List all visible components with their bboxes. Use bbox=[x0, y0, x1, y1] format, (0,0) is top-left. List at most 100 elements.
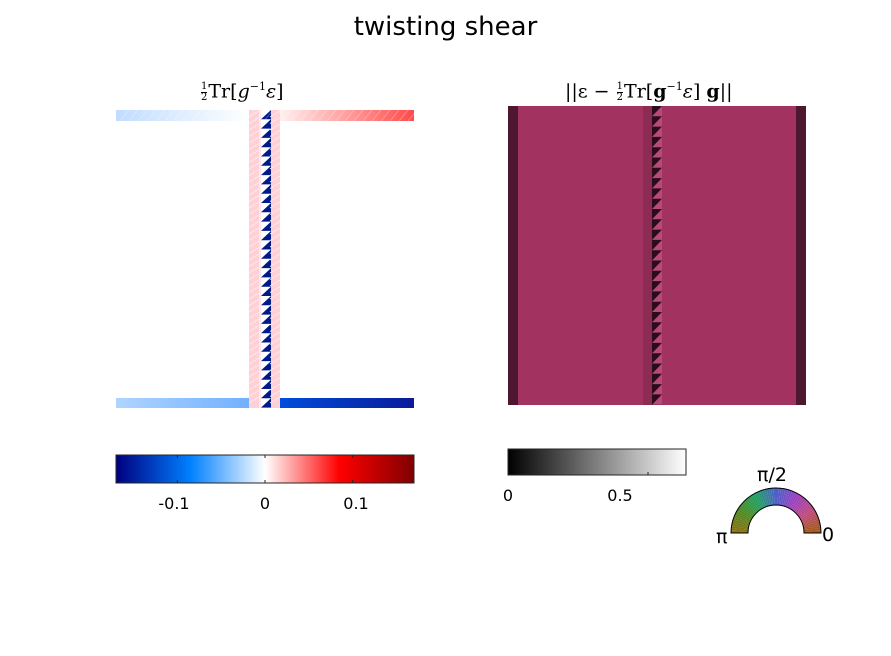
wheel-label-pi: π bbox=[716, 526, 728, 548]
triangle-mark bbox=[652, 363, 662, 374]
hatch-line bbox=[269, 149, 281, 157]
triangle-mark bbox=[652, 394, 662, 405]
triangle-mark bbox=[261, 249, 271, 259]
hatch-line bbox=[269, 143, 281, 150]
hatch-line bbox=[248, 292, 260, 300]
left-cbar-tick-label: 0.1 bbox=[343, 494, 369, 513]
triangle-mark bbox=[261, 137, 271, 148]
wheel-segment bbox=[773, 488, 776, 506]
hatch-line bbox=[155, 109, 166, 122]
wheel-segment bbox=[790, 494, 801, 510]
triangle-mark bbox=[652, 167, 662, 179]
wheel-segment bbox=[793, 498, 807, 513]
band-left bbox=[643, 106, 652, 405]
hatch-line bbox=[200, 109, 211, 122]
hatch-line bbox=[248, 188, 260, 196]
hatch-line bbox=[248, 299, 260, 306]
hatch-line bbox=[182, 109, 193, 122]
hatch-line bbox=[380, 109, 391, 122]
hatch-line bbox=[407, 109, 418, 122]
wheel-segment bbox=[777, 488, 781, 506]
triangle-mark bbox=[261, 165, 271, 176]
hatch-line bbox=[245, 109, 256, 122]
hatch-line bbox=[269, 318, 281, 326]
hatch-line bbox=[248, 344, 260, 352]
hatch-line bbox=[248, 123, 260, 131]
wheel-segment bbox=[803, 523, 821, 529]
hatch-line bbox=[269, 266, 281, 274]
vertical-band-right bbox=[270, 110, 280, 408]
hatch-line bbox=[248, 370, 260, 378]
triangle-mark bbox=[652, 322, 662, 333]
hatch-line bbox=[248, 318, 260, 326]
wheel-segment bbox=[803, 521, 821, 528]
triangle-mark bbox=[261, 119, 271, 129]
wheel-segment bbox=[768, 488, 774, 506]
hatch-line bbox=[389, 109, 400, 122]
triangle-mark bbox=[261, 221, 271, 231]
hatch-line bbox=[269, 338, 281, 345]
wheel-segment bbox=[795, 501, 810, 515]
right-triangle-column bbox=[652, 106, 662, 405]
triangle-mark bbox=[652, 198, 662, 209]
wheel-segment bbox=[803, 525, 821, 531]
wheel-segment bbox=[802, 519, 820, 526]
hatch-line bbox=[146, 109, 157, 122]
hatch-line bbox=[248, 195, 260, 202]
hatch-line bbox=[248, 247, 260, 254]
wheel-segment bbox=[800, 512, 818, 522]
triangle-mark bbox=[261, 147, 271, 157]
triangle-mark bbox=[261, 203, 271, 213]
hatch-line bbox=[308, 109, 319, 122]
hatch-line bbox=[269, 234, 281, 241]
hatch-line bbox=[269, 331, 281, 339]
wheel-segment bbox=[781, 488, 788, 506]
hatch-line bbox=[269, 292, 281, 300]
hatch-line bbox=[248, 182, 260, 189]
hatch-line bbox=[173, 109, 184, 122]
figure-title: twisting shear bbox=[353, 12, 538, 42]
hatch-line bbox=[248, 266, 260, 274]
hatch-line bbox=[248, 331, 260, 339]
triangle-mark bbox=[652, 260, 662, 271]
wheel-segment bbox=[737, 508, 753, 519]
triangle-column-bg bbox=[261, 110, 271, 408]
hatch-line bbox=[128, 109, 139, 122]
wheel-segment bbox=[731, 523, 749, 529]
hatch-line bbox=[269, 110, 281, 118]
triangle-mark bbox=[261, 128, 271, 138]
hatch-line bbox=[236, 109, 247, 122]
wheel-segment bbox=[747, 496, 760, 512]
triangle-mark bbox=[261, 258, 271, 269]
left-triangle-column bbox=[261, 110, 271, 408]
hatch-line bbox=[281, 109, 292, 122]
hatch-line bbox=[269, 188, 281, 196]
wheel-segment bbox=[739, 504, 755, 517]
hatch-line bbox=[335, 109, 346, 122]
hatch-line bbox=[371, 109, 382, 122]
hatch-line bbox=[248, 377, 260, 384]
hatch-line bbox=[269, 383, 281, 391]
triangle-mark bbox=[261, 286, 271, 296]
hatch-line bbox=[248, 130, 260, 137]
hatch-line bbox=[269, 279, 281, 287]
triangle-mark bbox=[261, 398, 271, 408]
hatch-line bbox=[326, 109, 337, 122]
hatch-line bbox=[269, 175, 281, 183]
triangle-mark bbox=[261, 361, 271, 371]
left-cbar-tick-label: -0.1 bbox=[158, 494, 190, 513]
hatch-line bbox=[269, 182, 281, 189]
hatch-line bbox=[269, 156, 281, 163]
wheel-segment bbox=[796, 502, 811, 516]
hatch-line bbox=[248, 136, 260, 144]
hatch-line bbox=[248, 117, 260, 124]
triangle-mark bbox=[652, 126, 662, 137]
right-cbar-tick-label: 0.5 bbox=[607, 486, 633, 505]
hatch-line bbox=[269, 273, 281, 280]
triangle-mark bbox=[652, 342, 662, 354]
hatch-line bbox=[269, 162, 281, 170]
triangle-mark bbox=[261, 110, 271, 120]
wheel-segment bbox=[755, 491, 765, 509]
hatch-line bbox=[299, 109, 310, 122]
